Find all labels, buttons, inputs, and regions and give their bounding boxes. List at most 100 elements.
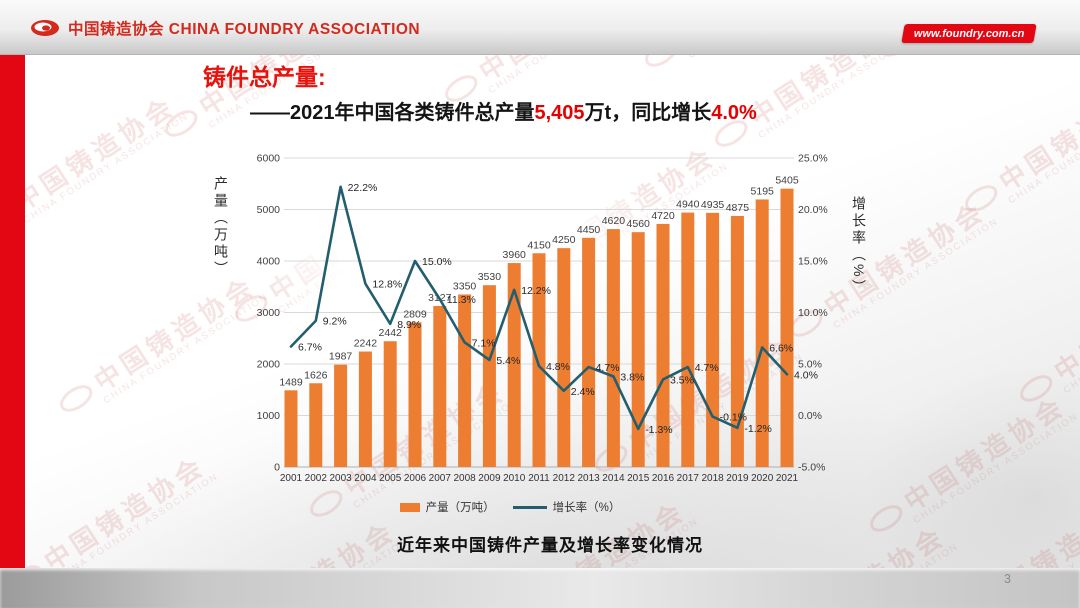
bar-label-2010: 3960 [503,249,527,261]
year-label-2007: 2007 [429,473,452,484]
left-red-accent-bar [0,54,25,568]
bar-2008 [458,294,472,467]
growth-label-2011: 4.8% [546,361,570,373]
right-tick: 15.0% [798,256,828,268]
year-label-2011: 2011 [528,473,550,484]
right-tick: 5.0% [798,359,822,371]
year-label-2020: 2020 [751,473,774,484]
bar-2014 [606,229,620,467]
legend-item-growth: 增长率（%） [512,499,621,515]
bar-2018 [706,212,720,467]
subtitle-growth-value: 4.0% [711,102,757,124]
bar-label-2012: 4250 [552,234,576,246]
bar-label-2013: 4450 [577,224,601,236]
bar-2017 [681,212,695,467]
right-axis-title: 增长率（%） [851,196,867,297]
year-label-2016: 2016 [652,473,675,484]
year-label-2008: 2008 [453,473,476,484]
bar-2013 [582,237,596,467]
footer-bar: 3 [0,568,1080,608]
year-label-2018: 2018 [701,473,724,484]
legend-growth-label: 增长率（%） [552,502,621,514]
bar-label-2004: 2242 [354,338,378,350]
subtitle-production-value: 5,405 [534,102,585,124]
growth-label-2002: 9.2% [323,316,347,328]
legend-production-label: 产量（万吨） [425,502,495,514]
year-label-2005: 2005 [379,473,402,484]
x-axis-labels: 2001 2002 2003 2004 2005 2006 2007 2008 2009 2010… [280,473,799,484]
header-bar: 中国铸造协会 CHINA FOUNDRY ASSOCIATION www.fou… [0,0,1080,55]
year-label-2013: 2013 [577,473,600,484]
bar-label-2018: 4935 [701,199,725,211]
growth-label-2015: -1.3% [645,424,672,436]
bar-label-2009: 3530 [478,271,502,283]
growth-label-2009: 5.4% [496,355,520,367]
bar-2019 [730,215,744,467]
growth-label-2018: -0.1% [720,412,747,424]
bar-2009 [482,285,496,467]
bar-label-2016: 4720 [651,210,675,222]
subtitle-prefix: ——2021年中国各类铸件总产量 [250,102,535,124]
brand: 中国铸造协会 CHINA FOUNDRY ASSOCIATION [30,17,420,39]
growth-label-2006: 15.0% [422,256,452,268]
bar-label-2011: 4150 [527,239,551,251]
bar-series [284,188,794,467]
bar-2020 [755,199,769,467]
right-axis-ticks: -5.0% 0.0% 5.0% 10.0% 15.0% 20.0% 25.0% [798,153,828,474]
growth-label-2004: 12.8% [372,279,402,291]
right-tick: -5.0% [798,462,825,474]
left-tick: 1000 [257,410,281,422]
year-label-2015: 2015 [627,473,650,484]
bar-label-2020: 5195 [751,185,775,197]
right-tick: 25.0% [798,153,828,165]
year-label-2003: 2003 [329,473,352,484]
left-tick: 5000 [257,204,281,216]
growth-label-2001: 6.7% [298,341,322,353]
left-axis-ticks: 0 1000 2000 3000 4000 5000 6000 [257,153,281,474]
slide-title: 铸件总产量: [203,64,326,90]
year-label-2002: 2002 [305,473,328,484]
org-name: 中国铸造协会 CHINA FOUNDRY ASSOCIATION [68,21,421,38]
growth-label-2013: 4.7% [596,362,620,374]
year-label-2019: 2019 [726,473,749,484]
left-tick: 2000 [257,359,281,371]
bar-label-2001: 1489 [279,376,303,388]
year-label-2021: 2021 [776,473,799,484]
chart-caption: 近年来中国铸件产量及增长率变化情况 [397,536,703,555]
bar-2021 [780,188,794,467]
bar-label-2008: 3350 [453,280,477,292]
legend-item-production: 产量（万吨） [399,499,495,515]
bar-2003 [334,364,348,467]
bar-label-2017: 4940 [676,199,700,211]
year-label-2001: 2001 [280,473,303,484]
bar-label-2019: 4875 [726,202,750,214]
bar-2007 [433,305,447,467]
growth-label-2003: 22.2% [348,182,378,194]
growth-label-2021: 4.0% [794,369,818,381]
left-tick: 0 [274,462,280,474]
bar-2005 [383,341,397,467]
page-number: 3 [1004,572,1011,586]
bar-2015 [631,232,645,467]
bar-label-2015: 4560 [627,218,651,230]
legend-production-swatch [399,502,420,512]
growth-label-2020: 6.6% [769,343,793,355]
legend-growth-swatch [512,505,547,509]
growth-label-2008: 7.1% [472,337,496,349]
right-tick: 10.0% [798,307,828,319]
cfa-logo-icon [31,20,59,36]
year-label-2017: 2017 [677,473,700,484]
bar-label-2021: 5405 [775,175,799,187]
bar-2004 [358,351,372,467]
chart-svg: 1489162619872242244228093127335035303960… [257,153,828,485]
left-tick: 6000 [257,153,281,165]
bar-2001 [284,390,298,467]
growth-label-2012: 2.4% [571,386,595,398]
bar-2002 [309,383,323,467]
slide-subtitle: ——2021年中国各类铸件总产量5,405万t，同比增长4.0% [250,96,757,125]
right-tick: 0.0% [798,410,822,422]
growth-label-2017: 4.7% [695,362,719,374]
growth-label-2014: 3.8% [620,371,644,383]
year-label-2009: 2009 [478,473,501,484]
